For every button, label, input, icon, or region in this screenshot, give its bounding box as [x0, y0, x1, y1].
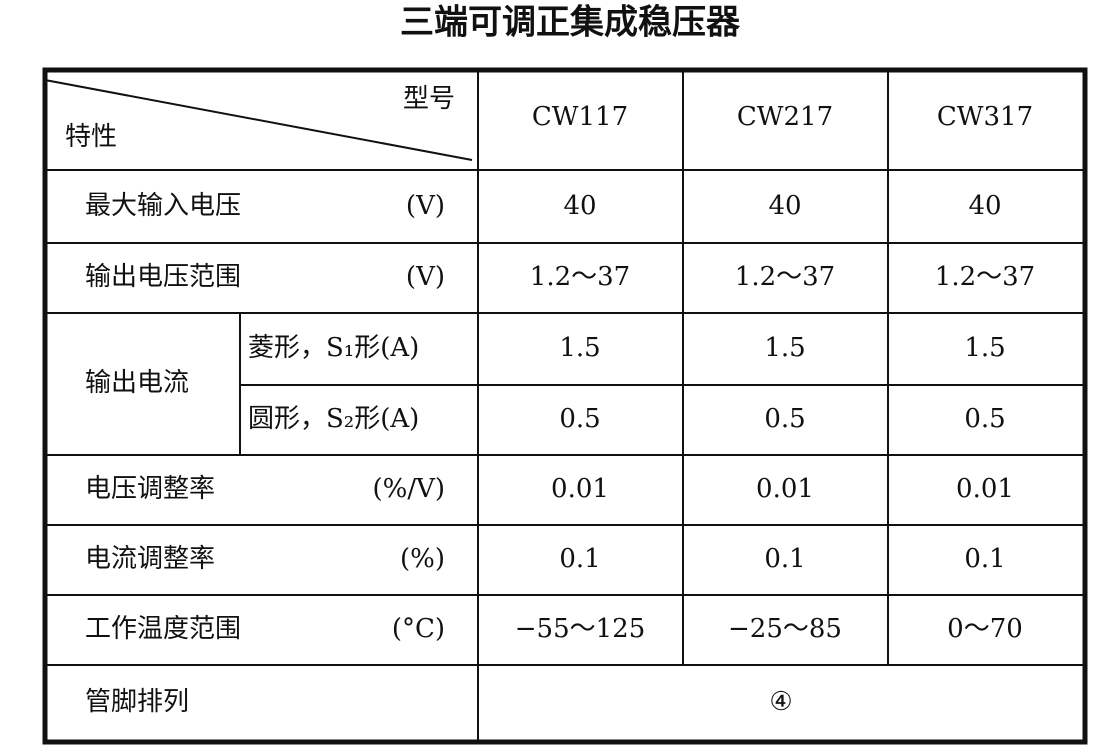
cell: 0.5 — [559, 404, 600, 434]
corner-bottom: 特性 — [65, 122, 117, 152]
cell: 1.2～37 — [735, 262, 835, 292]
table-border — [42, 67, 1088, 745]
cell: 40 — [768, 191, 801, 221]
cell: ④ — [769, 687, 792, 717]
row-label: 电压调整率 — [85, 474, 215, 504]
model-header: CW117 — [532, 102, 628, 132]
row-label: 输出电压范围 — [85, 262, 241, 292]
cell: −25～85 — [728, 614, 842, 644]
cell: 0.1 — [764, 544, 805, 574]
row-unit: (%/V) — [372, 474, 445, 504]
cell: 40 — [563, 191, 596, 221]
cell: 1.5 — [764, 333, 805, 363]
cell: 1.2～37 — [530, 262, 630, 292]
row-unit: (%) — [400, 544, 445, 574]
cell: 0.01 — [956, 474, 1014, 504]
cell: 1.2～37 — [935, 262, 1035, 292]
cell: 0.5 — [964, 404, 1005, 434]
cell: 0.01 — [551, 474, 609, 504]
row-unit: (V) — [406, 191, 445, 221]
row-label: 管脚排列 — [85, 687, 189, 717]
cell: 1.5 — [964, 333, 1005, 363]
cell: −55～125 — [515, 614, 646, 644]
row-unit: (°C) — [392, 614, 445, 644]
cell: 0.1 — [559, 544, 600, 574]
cell: 1.5 — [559, 333, 600, 363]
cell: 0.5 — [764, 404, 805, 434]
model-header: CW217 — [737, 102, 833, 132]
cell: 0.1 — [964, 544, 1005, 574]
model-header: CW317 — [937, 102, 1033, 132]
cell: 0.01 — [756, 474, 814, 504]
row-label: 工作温度范围 — [85, 614, 241, 644]
cell: 40 — [968, 191, 1001, 221]
title: 三端可调正集成稳压器 — [400, 3, 741, 43]
row-label: 最大输入电压 — [85, 191, 241, 221]
row-unit: (V) — [406, 262, 445, 292]
sub-label: 菱形，S₁形(A) — [248, 333, 419, 363]
grid — [44, 70, 1085, 742]
row-label: 输出电流 — [85, 368, 189, 398]
sub-label: 圆形，S₂形(A) — [248, 404, 419, 434]
cell: 0～70 — [947, 614, 1023, 644]
row-label: 电流调整率 — [85, 544, 215, 574]
corner-top: 型号 — [403, 84, 455, 114]
